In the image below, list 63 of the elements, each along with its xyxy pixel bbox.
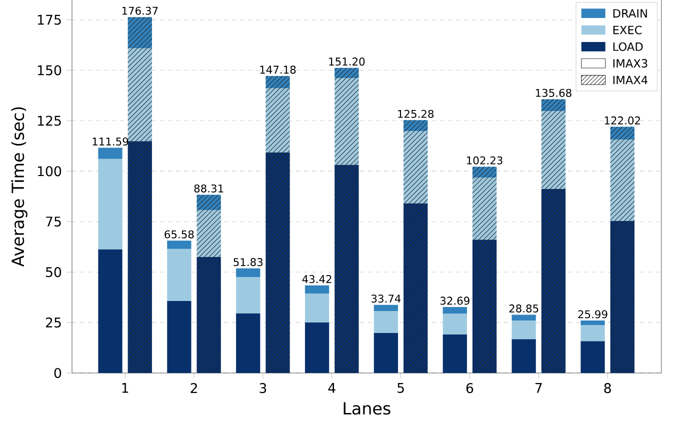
total-label: 147.18 — [260, 66, 296, 74]
bar — [167, 240, 192, 249]
total-label: 28.85 — [509, 304, 538, 313]
bar — [374, 332, 398, 373]
total-label: 51.83 — [234, 258, 263, 266]
bar — [374, 311, 398, 333]
bar — [580, 325, 605, 342]
x-tick-label: 2 — [190, 383, 197, 393]
total-label: 43.42 — [302, 275, 332, 284]
x-tick-label: 5 — [398, 383, 404, 393]
x-tick-label: 6 — [466, 383, 474, 394]
legend-label: LOAD — [613, 42, 643, 51]
y-tick-label: 25 — [46, 317, 61, 328]
bar — [167, 248, 192, 301]
bar — [512, 314, 536, 321]
total-label: 25.99 — [578, 310, 608, 318]
y-tick-label: 50 — [46, 267, 62, 278]
bar — [580, 341, 605, 373]
x-tick-label: 8 — [604, 383, 611, 394]
y-tick-label: 175 — [38, 14, 61, 25]
legend-label: DRAIN — [613, 9, 647, 18]
bar — [304, 285, 330, 294]
x-axis-title: Lanes — [344, 402, 390, 415]
x-tick-label: 1 — [122, 383, 128, 393]
bar — [442, 307, 467, 314]
legend-label: EXEC — [613, 26, 642, 34]
annotation: IMAX3 — [613, 59, 648, 68]
bar — [98, 148, 122, 159]
bar — [512, 320, 536, 340]
total-label: 111.59 — [92, 137, 128, 146]
x-tick-label: 7 — [535, 383, 542, 393]
bar — [512, 339, 536, 373]
y-tick-label: 125 — [38, 116, 61, 126]
y-axis-title: Average Time (sec) — [11, 107, 28, 267]
bar — [167, 300, 192, 373]
bar — [236, 313, 260, 373]
x-tick-label: 4 — [328, 383, 336, 393]
bar — [98, 249, 122, 373]
total-label: 135.68 — [536, 88, 572, 97]
total-label: 151.20 — [329, 58, 365, 66]
total-label: 32.69 — [440, 296, 470, 305]
bar — [236, 268, 260, 277]
bar — [98, 158, 122, 250]
total-label: 65.58 — [164, 230, 194, 238]
bar — [374, 304, 398, 312]
y-tick-label: 100 — [38, 166, 62, 176]
total-label: 125.28 — [398, 110, 434, 118]
total-label: 176.37 — [122, 6, 158, 15]
x-tick-label: 3 — [260, 383, 266, 394]
total-label: 33.74 — [372, 294, 401, 303]
bar — [236, 276, 260, 314]
total-label: 122.02 — [604, 116, 640, 124]
y-tick-label: 75 — [46, 216, 61, 227]
bar — [442, 314, 467, 334]
bar — [442, 334, 467, 373]
bar — [304, 293, 330, 323]
y-tick-label: 150 — [38, 65, 62, 76]
total-label: 88.31 — [194, 184, 224, 193]
bar — [304, 322, 330, 373]
bar — [580, 320, 605, 326]
total-label: 102.23 — [467, 156, 502, 164]
y-tick-label: 0 — [54, 368, 62, 378]
annotation: IMAX4 — [613, 76, 648, 84]
